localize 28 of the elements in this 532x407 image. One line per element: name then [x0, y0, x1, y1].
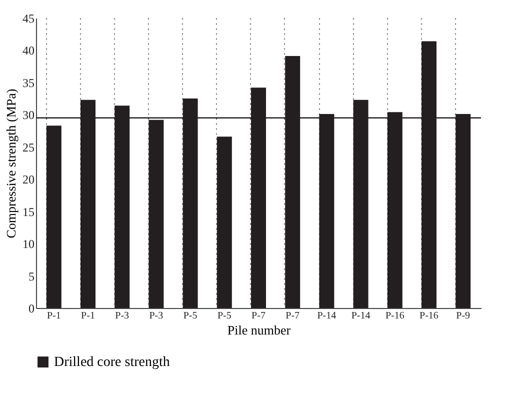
x-tick-label: P-16: [385, 310, 404, 322]
y-tick-label: 20: [22, 172, 34, 187]
x-tick-label: P-1: [46, 310, 61, 322]
x-axis-title: Pile number: [227, 322, 292, 338]
y-tick-label: 35: [22, 76, 34, 90]
y-axis-title: Compressive strength (MPa): [4, 88, 18, 238]
x-tick-label: P-16: [420, 310, 438, 322]
x-tick-label: P-7: [252, 310, 266, 322]
x-tick-label: P-14: [351, 310, 370, 322]
y-tick-label: 10: [22, 237, 34, 252]
x-tick-label: P-1: [81, 310, 95, 322]
y-tick-label: 25: [22, 140, 34, 154]
x-tick-label: P-5: [217, 310, 232, 322]
y-tick-label: 0: [28, 302, 34, 316]
y-tick-label: 45: [22, 12, 34, 26]
y-tick-label: 40: [22, 44, 34, 58]
bar: [46, 126, 62, 308]
x-tick-label: P-14: [317, 310, 336, 322]
y-tick-label: 15: [22, 204, 34, 219]
x-tick-label: P-5: [183, 310, 198, 322]
x-tick-label: P-3: [115, 310, 130, 322]
y-tick-label: 5: [28, 269, 34, 284]
bar: [216, 136, 232, 308]
x-tick-label: P-7: [286, 310, 300, 322]
legend-label: Drilled core strength: [54, 355, 170, 370]
y-tick-label: 30: [22, 108, 34, 122]
x-tick-label: P-3: [149, 310, 164, 322]
x-tick-label: P-9: [456, 310, 470, 322]
